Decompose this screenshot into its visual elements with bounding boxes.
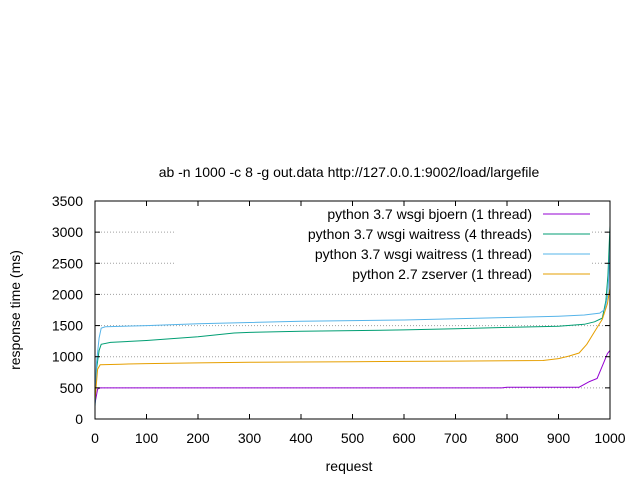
series-line-2: [94, 225, 611, 407]
y-axis-label: response time (ms): [7, 250, 23, 370]
y-tick-label: 500: [60, 380, 84, 396]
x-tick-label: 400: [289, 430, 313, 446]
x-axis-label: request: [326, 458, 373, 474]
x-tick-label: 500: [341, 430, 365, 446]
legend-label: python 2.7 zserver (1 thread): [352, 266, 532, 282]
x-tick-label: 800: [495, 430, 519, 446]
legend-label: python 3.7 wsgi bjoern (1 thread): [327, 206, 532, 222]
series-line-3: [94, 244, 611, 407]
x-tick-label: 1000: [594, 430, 625, 446]
x-axis-ticks: 0 100 200 300 400 500 600 700 800 900 1000: [91, 201, 626, 446]
x-tick-label: 600: [392, 430, 416, 446]
series-line-1: [94, 350, 611, 404]
legend-label: python 3.7 wsgi waitress (4 threads): [308, 226, 532, 242]
y-tick-label: 2500: [52, 255, 83, 271]
y-tick-label: 3500: [52, 193, 83, 209]
x-tick-label: 900: [547, 430, 571, 446]
x-tick-label: 100: [135, 430, 159, 446]
x-tick-label: 300: [238, 430, 262, 446]
x-tick-label: 200: [186, 430, 210, 446]
chart-title: ab -n 1000 -c 8 -g out.data http://127.0…: [159, 164, 540, 180]
legend: python 3.7 wsgi bjoern (1 thread) python …: [308, 206, 590, 282]
y-tick-label: 0: [75, 411, 83, 427]
y-axis-ticks: 0 500 1000 1500 2000 2500 3000 3500: [52, 193, 610, 427]
x-tick-label: 700: [444, 430, 468, 446]
series-lines: [94, 225, 611, 407]
series-line-4: [94, 288, 611, 401]
y-tick-label: 3000: [52, 224, 83, 240]
legend-label: python 3.7 wsgi waitress (1 thread): [315, 246, 532, 262]
x-tick-label: 0: [91, 430, 99, 446]
y-tick-label: 1500: [52, 318, 83, 334]
y-tick-label: 1000: [52, 349, 83, 365]
y-tick-label: 2000: [52, 286, 83, 302]
